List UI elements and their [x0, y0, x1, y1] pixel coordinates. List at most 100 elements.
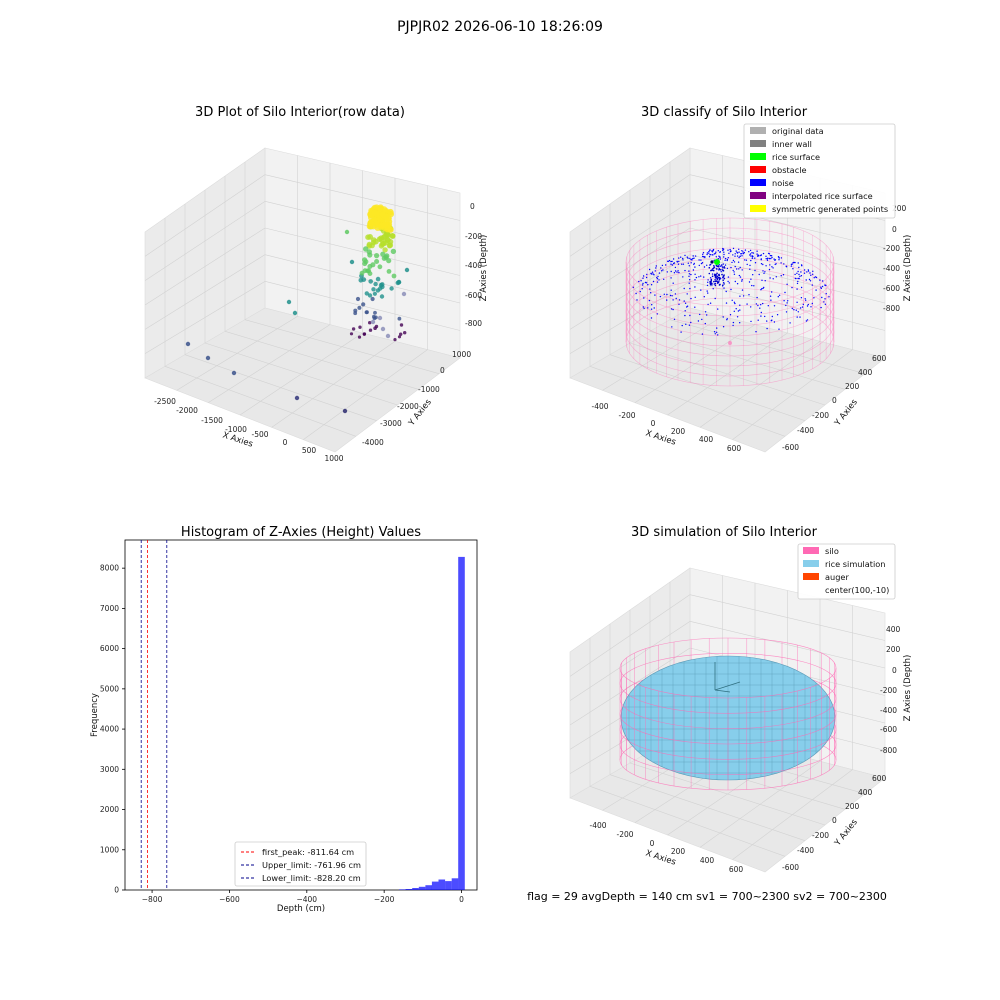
noise-point	[688, 265, 690, 267]
noise-point	[750, 255, 752, 257]
noise-point	[676, 261, 679, 263]
noise-point	[650, 308, 653, 310]
noise-point	[648, 268, 651, 271]
noise-point	[709, 254, 711, 256]
noise-point	[714, 279, 716, 281]
noise-point	[723, 267, 726, 269]
raw-point	[294, 395, 300, 401]
noise-point	[724, 257, 727, 260]
noise-point	[703, 266, 706, 268]
classify-z-tick: 200	[892, 204, 907, 213]
noise-point	[670, 260, 672, 263]
noise-point	[778, 328, 780, 330]
noise-point	[739, 309, 741, 311]
raw-point	[372, 314, 376, 319]
noise-point	[715, 251, 717, 253]
noise-point	[729, 314, 732, 316]
noise-point	[719, 258, 721, 260]
y-tick-label: 8000	[100, 564, 119, 573]
simulation-z-ticks: 400 200 0 -200 -400 -600 -800	[880, 625, 901, 755]
noise-point	[753, 285, 755, 287]
auger-line	[714, 689, 731, 693]
simulation-auger	[714, 662, 741, 693]
histogram-bar	[431, 881, 439, 890]
noise-point	[701, 262, 704, 264]
histogram-vlines	[140, 540, 168, 890]
noise-point	[713, 280, 715, 283]
noise-point	[681, 324, 683, 327]
noise-point	[824, 298, 826, 300]
silo-ring	[625, 247, 835, 337]
noise-point	[780, 275, 782, 277]
noise-point	[786, 302, 788, 304]
raw-x-tick: 0	[283, 438, 288, 447]
simulation-z-label: Z Axies (Depth)	[903, 655, 913, 722]
silo-ring	[625, 297, 835, 387]
noise-point	[734, 265, 736, 268]
simulation-z-tick: 400	[886, 625, 901, 634]
noise-point	[796, 282, 799, 285]
noise-point	[767, 257, 769, 259]
classify-z-tick: -400	[883, 264, 900, 273]
y-tick-label: 7000	[100, 604, 119, 613]
noise-point	[741, 289, 744, 291]
noise-point	[698, 264, 700, 267]
noise-point	[793, 309, 795, 311]
noise-point	[727, 276, 730, 278]
raw-point	[377, 264, 383, 270]
legend-label: inner wall	[772, 139, 812, 149]
noise-point	[711, 273, 714, 275]
noise-point	[722, 249, 724, 252]
classify-y-tick: 400	[858, 368, 873, 377]
noise-point	[771, 266, 773, 268]
simulation-y-tick: -600	[782, 863, 799, 872]
noise-point	[718, 278, 721, 281]
noise-point	[735, 308, 737, 310]
noise-point	[719, 251, 721, 254]
raw-point	[365, 310, 369, 315]
noise-point	[638, 280, 640, 283]
noise-point	[791, 307, 793, 310]
noise-point	[732, 254, 734, 256]
noise-point	[666, 271, 668, 273]
noise-point	[786, 283, 788, 285]
legend-swatch	[750, 192, 766, 199]
noise-point	[750, 259, 752, 262]
raw-point	[370, 296, 375, 302]
noise-point	[677, 263, 680, 265]
legend-label: auger	[825, 572, 849, 582]
noise-point	[642, 284, 644, 286]
noise-point	[765, 258, 767, 260]
noise-point	[807, 269, 809, 271]
raw-point	[382, 247, 388, 253]
noise-point	[796, 288, 798, 290]
legend-swatch	[750, 179, 766, 186]
noise-point	[775, 276, 777, 278]
noise-point	[723, 287, 725, 289]
noise-point	[726, 319, 728, 321]
noise-point	[670, 308, 673, 310]
noise-point	[717, 250, 719, 252]
noise-point	[762, 263, 764, 266]
noise-point	[766, 320, 768, 322]
raw-point	[359, 270, 365, 276]
noise-point	[688, 273, 691, 275]
raw-title: 3D Plot of Silo Interior(row data)	[195, 105, 405, 120]
noise-point	[763, 286, 765, 289]
figure-suptitle: PJPJR02 2026-06-10 18:26:09	[397, 19, 603, 35]
raw-point	[367, 293, 373, 298]
raw-point	[373, 281, 378, 287]
noise-point	[749, 268, 751, 270]
noise-point	[754, 257, 756, 259]
noise-point	[748, 251, 750, 253]
noise-point	[739, 276, 742, 278]
noise-point	[825, 293, 827, 295]
noise-point	[759, 307, 761, 309]
raw-x-tick: 500	[302, 446, 317, 455]
noise-point	[712, 269, 715, 272]
noise-point	[711, 269, 713, 271]
raw-point	[384, 237, 391, 244]
noise-point	[778, 259, 780, 261]
noise-point	[778, 294, 781, 296]
noise-point	[764, 280, 766, 282]
